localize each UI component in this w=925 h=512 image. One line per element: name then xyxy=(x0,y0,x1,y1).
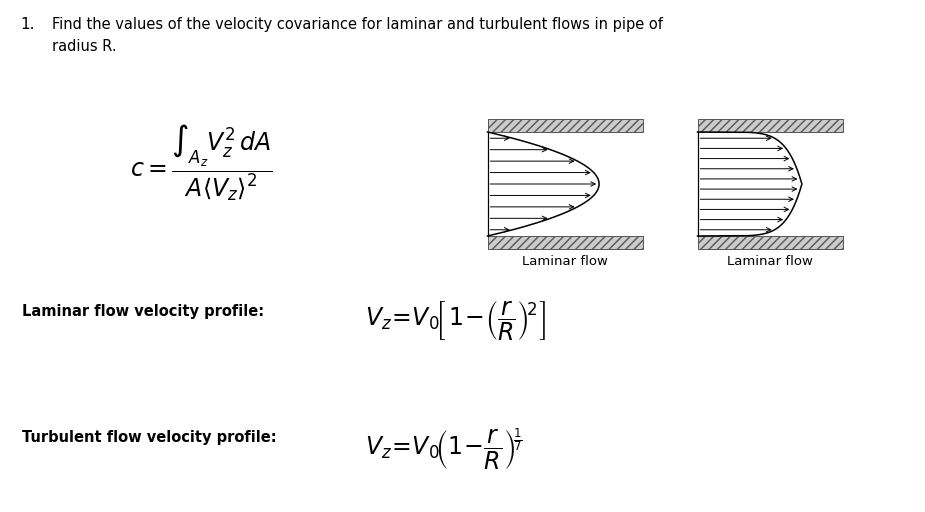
Text: 1.: 1. xyxy=(20,17,34,32)
Text: Turbulent flow velocity profile:: Turbulent flow velocity profile: xyxy=(22,430,277,445)
Bar xyxy=(697,119,843,132)
Text: $\mathit{c} = \dfrac{\int_{A_z} V_z^2\,dA}{A\langle V_z \rangle^2}$: $\mathit{c} = \dfrac{\int_{A_z} V_z^2\,d… xyxy=(130,122,273,203)
Bar xyxy=(487,236,643,249)
Text: Find the values of the velocity covariance for laminar and turbulent flows in pi: Find the values of the velocity covarian… xyxy=(52,17,663,54)
Text: Laminar flow velocity profile:: Laminar flow velocity profile: xyxy=(22,304,265,319)
Bar xyxy=(487,119,643,132)
Text: Laminar flow: Laminar flow xyxy=(522,255,608,268)
Text: Laminar flow: Laminar flow xyxy=(727,255,813,268)
Bar xyxy=(697,236,843,249)
Text: $V_z\!=\!V_0\!\left[\,1\!-\!\left(\dfrac{r}{R}\right)^{\!2}\right]$: $V_z\!=\!V_0\!\left[\,1\!-\!\left(\dfrac… xyxy=(365,300,546,344)
Text: $V_z\!=\!V_0\!\left(1\!-\!\dfrac{r}{R}\right)^{\!\frac{1}{7}}$: $V_z\!=\!V_0\!\left(1\!-\!\dfrac{r}{R}\r… xyxy=(365,427,523,472)
